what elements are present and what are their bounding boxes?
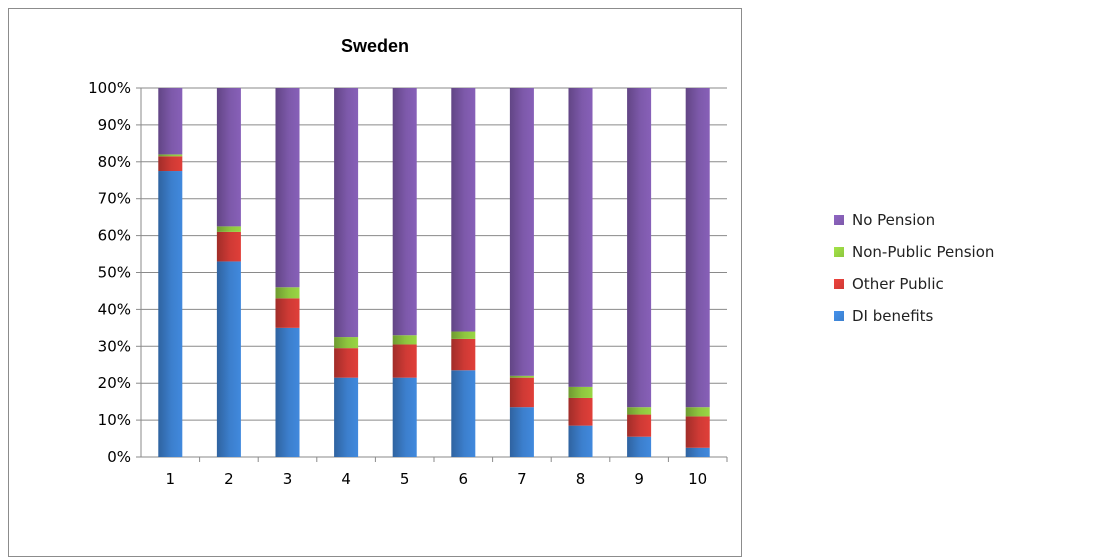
bar-segment [568, 386, 593, 398]
x-tick-label: 6 [459, 470, 469, 488]
y-tick-label: 70% [98, 190, 131, 208]
bar-segment [158, 156, 183, 172]
y-tick-label: 0% [107, 448, 131, 466]
y-tick-label: 100% [88, 79, 131, 97]
y-tick-label: 50% [98, 264, 131, 282]
legend-label: DI benefits [852, 307, 934, 325]
bar-segment [334, 88, 359, 338]
y-tick-label: 30% [98, 337, 131, 355]
legend-label: Other Public [852, 275, 944, 293]
bar-segment [158, 171, 183, 457]
bar-segment [275, 298, 300, 328]
bar-segment [685, 88, 710, 408]
legend-item: Non-Public Pension [834, 240, 994, 264]
bar-segment [216, 226, 241, 232]
x-tick-label: 7 [517, 470, 527, 488]
x-tick-label: 10 [688, 470, 707, 488]
bar-segment [627, 407, 652, 415]
bar-segment [451, 370, 476, 457]
bar-segment [158, 88, 183, 155]
x-tick-label: 1 [166, 470, 176, 488]
legend-label: No Pension [852, 211, 936, 229]
bar-segment [334, 348, 359, 378]
legend-swatch [834, 311, 844, 321]
legend: No Pension Non-Public Pension Other Public… [834, 208, 994, 336]
bar-segment [568, 425, 593, 457]
bar-segment [685, 416, 710, 448]
legend-label: Non-Public Pension [852, 243, 995, 261]
bar-segment [627, 414, 652, 437]
tick-labels: 0% 10% 20% 30% 40% 50% 60% 70% 80% 90% 100% 1 2 3 4 5 6 7… [88, 79, 707, 488]
bar-segment [685, 447, 710, 457]
bar-segment [568, 397, 593, 426]
x-tick-label: 4 [341, 470, 351, 488]
bar-segment [392, 88, 417, 336]
bar-segment [216, 231, 241, 262]
bar-segment [685, 407, 710, 417]
bar-segment [451, 331, 476, 339]
x-tick-label: 2 [224, 470, 234, 488]
bar-segment [158, 154, 183, 157]
chart-title: Sweden [341, 36, 409, 56]
bar-segment [451, 338, 476, 371]
y-tick-label: 60% [98, 227, 131, 245]
bar-segment [509, 375, 534, 378]
bar-segment [275, 287, 300, 299]
chart-frame [8, 8, 742, 557]
bar-segment [509, 88, 534, 376]
bar-segment [627, 436, 652, 457]
bar-segment [509, 407, 534, 457]
x-tick-label: 9 [634, 470, 644, 488]
bar-segment [627, 88, 652, 408]
bar-segment [451, 88, 476, 332]
legend-item: Other Public [834, 272, 994, 296]
bar-segment [392, 335, 417, 345]
x-tick-label: 3 [283, 470, 293, 488]
y-tick-label: 20% [98, 374, 131, 392]
legend-swatch [834, 247, 844, 257]
bars [158, 88, 710, 457]
x-tick-label: 8 [576, 470, 586, 488]
x-tick-label: 5 [400, 470, 410, 488]
bar-segment [568, 88, 593, 387]
bar-segment [275, 327, 300, 457]
y-tick-label: 10% [98, 411, 131, 429]
bar-segment [275, 88, 300, 288]
y-tick-label: 80% [98, 153, 131, 171]
bar-segment [392, 377, 417, 457]
legend-item: No Pension [834, 208, 994, 232]
bar-segment [216, 261, 241, 457]
legend-swatch [834, 215, 844, 225]
bar-segment [509, 377, 534, 408]
bar-segment [334, 337, 359, 349]
legend-item: DI benefits [834, 304, 994, 328]
bar-segment [392, 344, 417, 378]
legend-swatch [834, 279, 844, 289]
bar-segment [216, 88, 241, 227]
bar-segment [334, 377, 359, 457]
y-tick-label: 90% [98, 116, 131, 134]
y-tick-label: 40% [98, 300, 131, 318]
